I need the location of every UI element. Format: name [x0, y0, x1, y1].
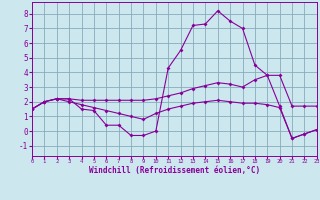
- X-axis label: Windchill (Refroidissement éolien,°C): Windchill (Refroidissement éolien,°C): [89, 166, 260, 175]
